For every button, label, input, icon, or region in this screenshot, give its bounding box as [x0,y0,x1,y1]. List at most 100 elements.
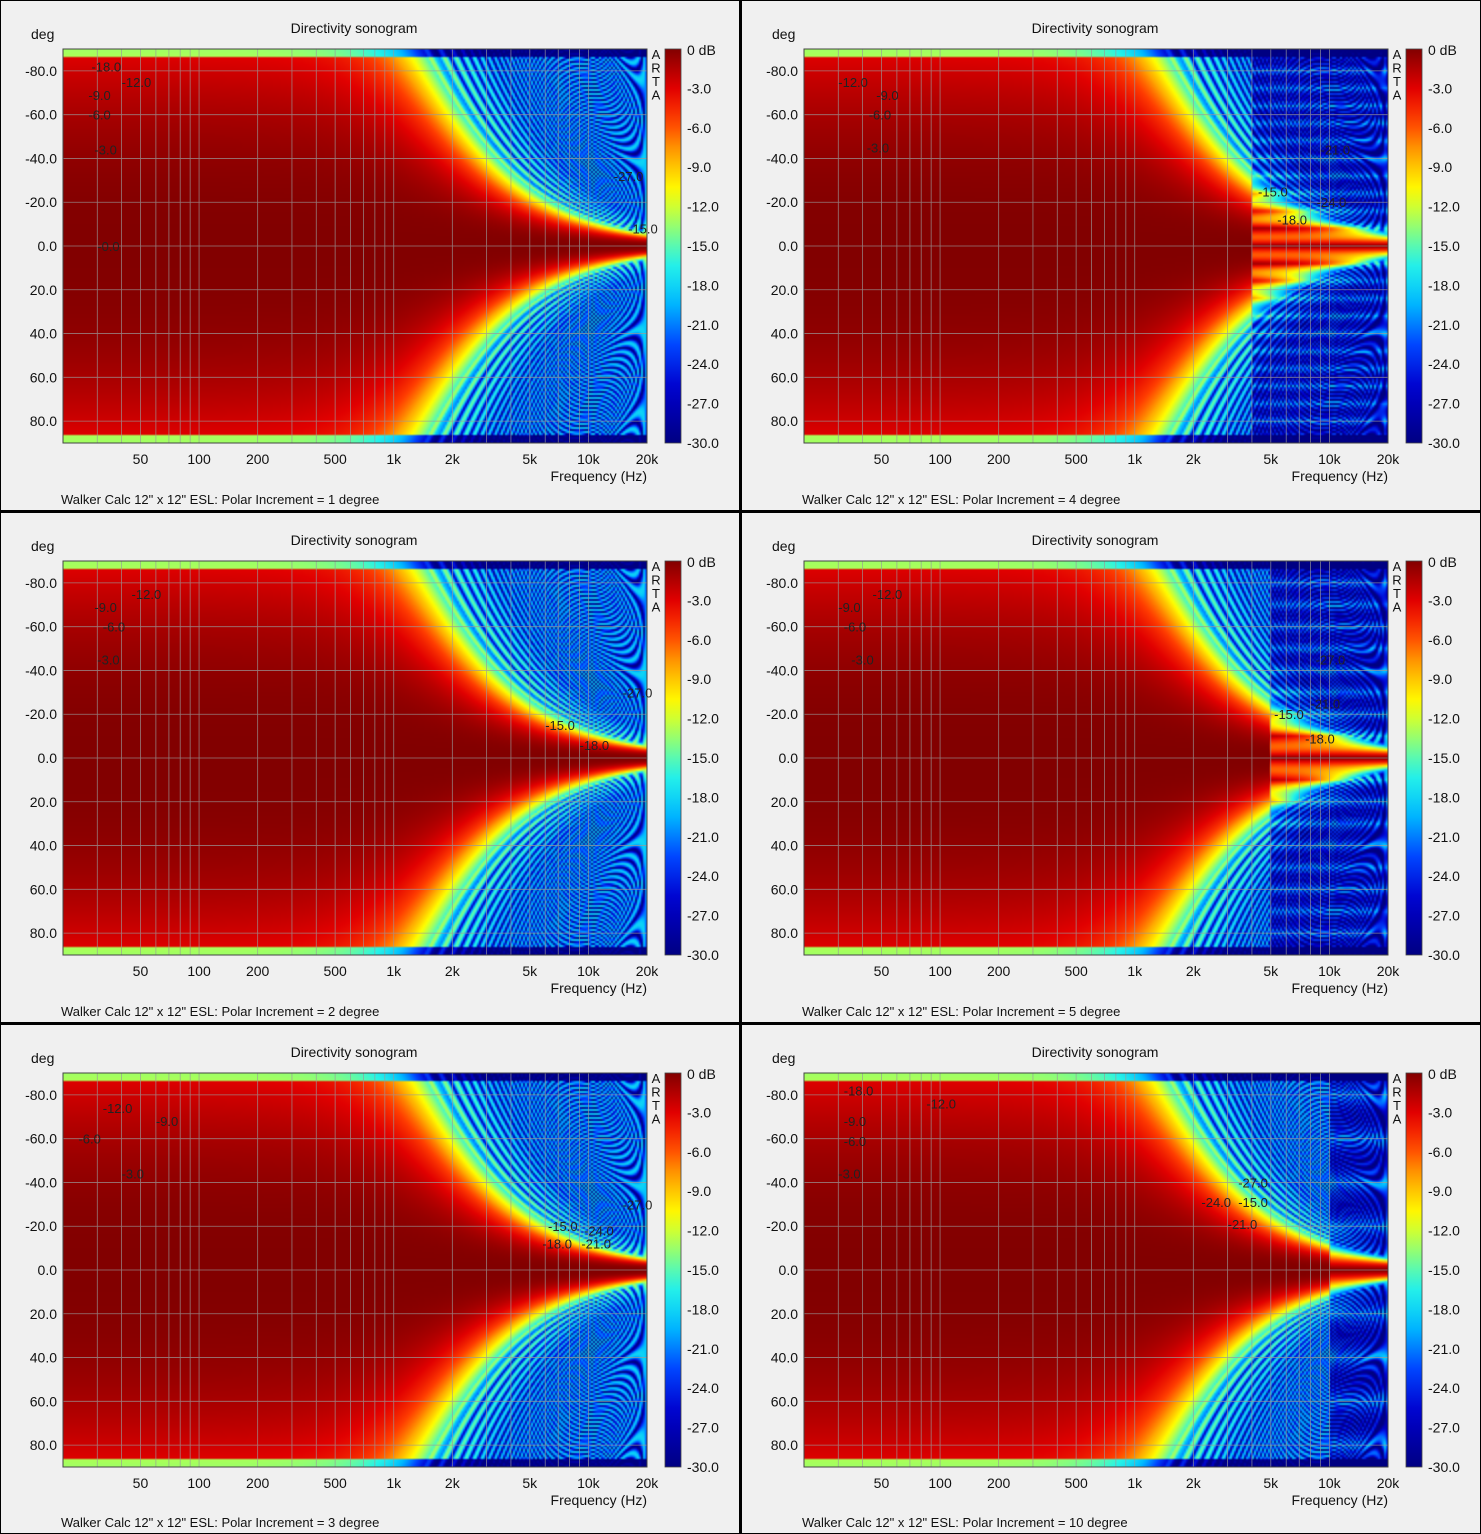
contour-label: -9.0 [156,1114,178,1129]
y-tick-label: 0.0 [38,1262,58,1278]
y-axis-label: deg [31,26,54,42]
arta-brand-letter: R [651,1085,660,1100]
sonogram-svg: Directivity sonogram deg -80.0 -60.0 -40.0 -2… [25,1044,719,1530]
contour-label: -27.0 [1316,653,1346,668]
colorbar-tick-label: -15.0 [1428,750,1460,766]
contour-label: -3.0 [97,653,119,668]
contour-label: -15.0 [1274,707,1304,722]
y-tick-label: 60.0 [771,1393,798,1409]
y-tick-label: 80.0 [30,413,57,429]
y-tick-label: 20.0 [771,794,798,810]
colorbar-tick-label: -3.0 [687,592,711,608]
colorbar-tick-label: -12.0 [1428,1223,1460,1239]
y-axis-label: deg [31,538,54,554]
contour-label: -12.0 [838,75,868,90]
arta-brand-letter: T [652,1098,660,1113]
contour-label: -3.0 [94,143,116,158]
y-axis-label: deg [772,538,795,554]
grid [804,1073,1389,1467]
y-tick-label: -40.0 [766,662,798,678]
contour-label: -27.0 [623,685,653,700]
colorbar-tick-label: -9.0 [687,1183,711,1199]
grid [804,561,1389,955]
colorbar-tick-label: -6.0 [687,120,711,136]
y-tick-label: -80.0 [25,575,57,591]
x-axis-label: Frequency (Hz) [1292,1492,1388,1508]
x-tick-label: 200 [987,963,1011,979]
colorbar-tick-label: -21.0 [687,1341,719,1357]
y-tick-label: 80.0 [771,1437,798,1453]
y-tick-label: 0.0 [779,1262,799,1278]
contour-label: -6.0 [844,1134,866,1149]
colorbar-tick-label: 0 dB [1428,554,1457,570]
sonogram-svg: Directivity sonogram deg -80.0 -60.0 -40.0 -2… [25,532,719,1019]
colorbar-tick-label: -27.0 [687,1420,719,1436]
y-tick-label: -60.0 [766,619,798,635]
colorbar-tick-label: -24.0 [687,868,719,884]
y-tick-label: -60.0 [25,1131,57,1147]
contour-label: -15.0 [628,221,658,236]
colorbar-tick-label: 0 dB [1428,1066,1457,1082]
x-tick-label: 1k [386,1475,402,1491]
colorbar-tick-label: -21.0 [687,829,719,845]
contour-label: -18.0 [91,60,121,75]
y-axis-label: deg [772,26,795,42]
y-tick-label: -80.0 [766,1087,798,1103]
y-tick-label: 20.0 [771,1306,798,1322]
contour-label: -21.0 [581,1237,611,1252]
arta-brand-letter: R [651,61,660,76]
x-axis-label: Frequency (Hz) [1292,980,1388,996]
contour-label: -18.0 [579,738,609,753]
colorbar-tick-label: -21.0 [687,317,719,333]
colorbar-tick-label: -24.0 [687,356,719,372]
x-tick-label: 500 [323,963,347,979]
x-tick-label: 50 [133,963,149,979]
x-axis-label: Frequency (Hz) [1292,468,1388,484]
contour-label: -27.0 [1238,1175,1268,1190]
colorbar-tick-label: -3.0 [687,1104,711,1120]
y-tick-label: 40.0 [30,326,57,342]
chart-caption: Walker Calc 12" x 12" ESL: Polar Increme… [61,1515,379,1530]
sonogram-panel: Directivity sonogram deg -80.0 -60.0 -40.0 -2… [741,0,1481,511]
y-tick-label: 80.0 [30,925,57,941]
x-tick-label: 50 [874,963,890,979]
colorbar [664,560,682,956]
x-tick-label: 5k [522,963,538,979]
colorbar-tick-label: -24.0 [687,1380,719,1396]
x-tick-label: 200 [246,1475,270,1491]
colorbar-tick-label: -12.0 [1428,711,1460,727]
contour-label: -9.0 [88,88,110,103]
x-tick-label: 100 [187,963,211,979]
colorbar-tick-label: -27.0 [1428,1420,1460,1436]
sonogram-svg: Directivity sonogram deg -80.0 -60.0 -40.0 -2… [25,20,719,507]
colorbar-tick-label: -30.0 [687,947,719,963]
x-tick-label: 50 [874,451,890,467]
arta-brand-letter: A [652,88,661,103]
arta-brand-letter: R [1392,573,1401,588]
sonogram-panel: Directivity sonogram deg -80.0 -60.0 -40.0 -2… [0,0,740,511]
sonogram-svg: Directivity sonogram deg -80.0 -60.0 -40.0 -2… [766,20,1460,507]
sonogram-panel: Directivity sonogram deg -80.0 -60.0 -40.0 -2… [741,512,1481,1023]
x-tick-label: 20k [1377,1475,1401,1491]
contour-label: -0.0 [97,239,119,254]
x-tick-label: 10k [577,1475,601,1491]
x-tick-label: 1k [1127,451,1143,467]
colorbar-tick-label: -6.0 [687,632,711,648]
x-tick-label: 5k [522,451,538,467]
colorbar [1405,48,1423,444]
contour-label: -3.0 [122,1167,144,1182]
arta-brand-letter: R [651,573,660,588]
y-tick-label: -80.0 [766,575,798,591]
arta-brand-letter: A [652,1071,661,1086]
colorbar-tick-label: -3.0 [1428,592,1452,608]
colorbar-tick-label: -3.0 [1428,80,1452,96]
contour-label: -21.0 [1320,143,1350,158]
x-tick-label: 1k [1127,1475,1143,1491]
contour-label: -24.0 [1201,1195,1231,1210]
colorbar-tick-label: -18.0 [1428,789,1460,805]
y-tick-label: 40.0 [771,838,798,854]
y-tick-label: 60.0 [771,369,798,385]
y-tick-label: -80.0 [766,63,798,79]
x-tick-label: 500 [323,451,347,467]
arta-brand-letter: A [1393,88,1402,103]
